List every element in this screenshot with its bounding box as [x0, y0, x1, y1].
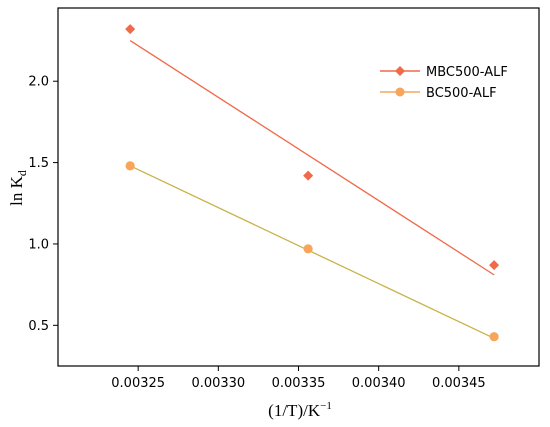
x-tick-label: 0.00330 [191, 376, 245, 391]
y-tick-label: 2.0 [28, 75, 49, 90]
data-point-bc500-alf [125, 161, 135, 171]
x-tick-label: 0.00340 [352, 376, 406, 391]
x-tick-label: 0.00345 [432, 376, 486, 391]
legend: MBC500-ALF BC500-ALF [380, 65, 508, 101]
legend-marker-bc500-alf [395, 87, 405, 97]
y-axis-label-subscript: d [15, 170, 29, 176]
data-point-mbc500-alf [125, 24, 136, 35]
fit-line-mbc500-alf [129, 39, 495, 276]
x-tick-label: 0.00325 [111, 376, 165, 391]
legend-label-bc500-alf: BC500-ALF [426, 86, 497, 101]
x-axis-label-superscript: −1 [320, 400, 332, 412]
legend-label-mbc500-alf: MBC500-ALF [426, 65, 508, 80]
data-point-bc500-alf [303, 244, 313, 254]
y-tick-label: 1.5 [28, 156, 49, 171]
x-tick-label: 0.00335 [272, 376, 326, 391]
x-axis-label: (1/T)/K−1 [268, 400, 332, 420]
y-tick-label: 0.5 [28, 319, 49, 334]
legend-marker-mbc500-alf [395, 66, 405, 76]
fit-lines [129, 39, 495, 339]
plot-frame [57, 7, 540, 367]
fit-line-bc500-alf [129, 165, 495, 339]
y-tick-label: 1.0 [28, 237, 49, 252]
data-point-mbc500-alf [303, 170, 314, 181]
data-point-mbc500-alf [489, 260, 500, 271]
data-point-bc500-alf [489, 332, 499, 342]
ticks-layer: 0.00325 0.00330 0.00335 0.00340 0.00345 0.5 1.… [28, 75, 485, 391]
data-markers [125, 24, 500, 342]
y-axis-label: ln Kd [7, 170, 29, 206]
